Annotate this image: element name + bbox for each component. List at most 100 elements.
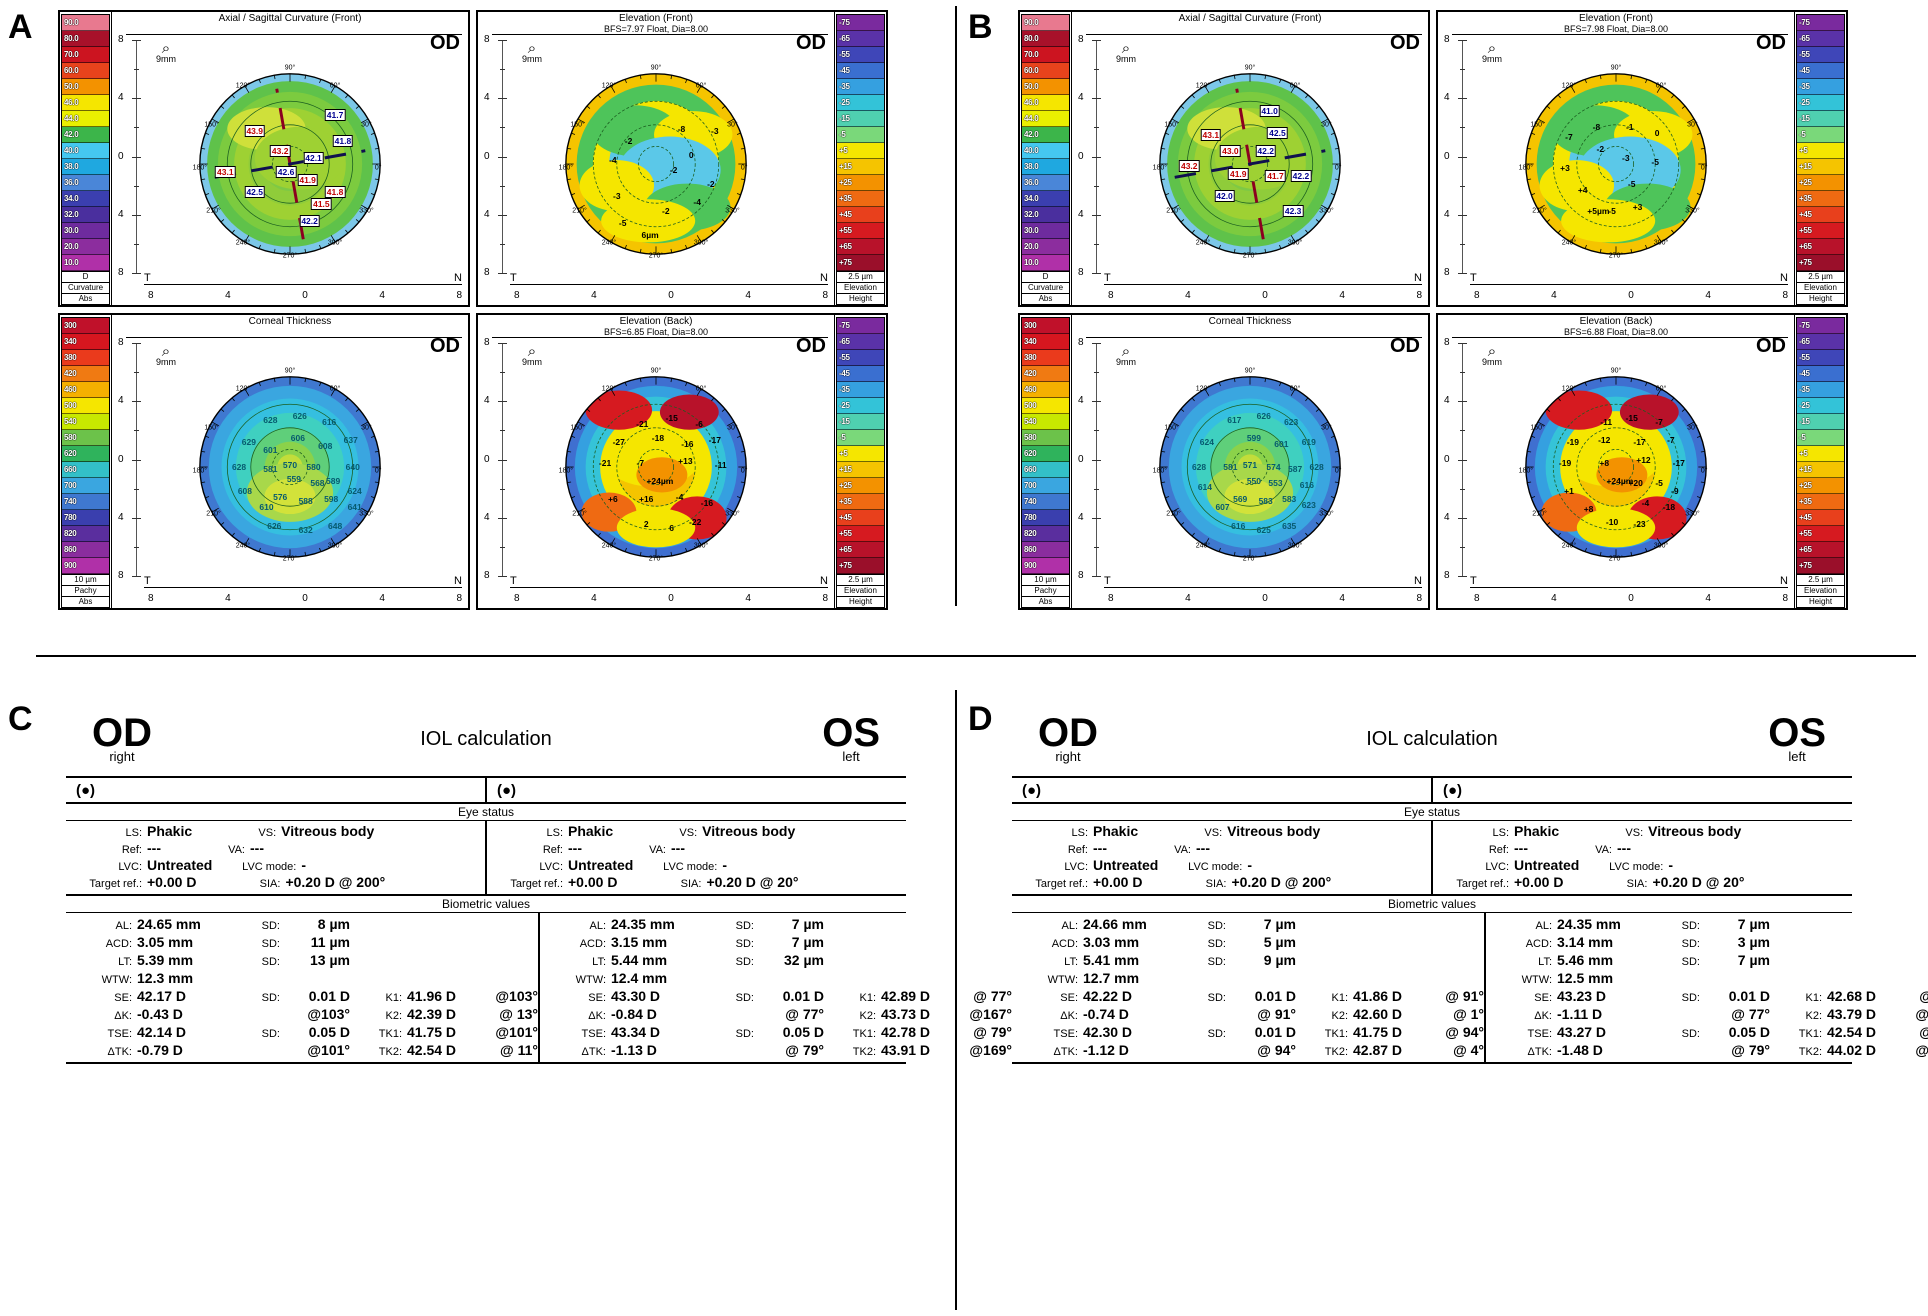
map-disc-wrapper[interactable]: 628 626 616 629 606 608 637 601 628 581 570 580 640 5… — [192, 368, 388, 565]
topography-block-a: 90.0 80.0 70.0 60.0 50.0 46.0 44.0 42.0 40.0 38.0… — [58, 10, 888, 610]
map-value-label: -5 — [618, 218, 627, 229]
colorbar-tick: -35 — [1797, 79, 1844, 95]
status-value: --- — [1514, 840, 1528, 856]
x-axis-label: 8 — [148, 290, 154, 301]
y-axis-label: 8 — [484, 34, 490, 45]
y-axis-minor-tick — [1094, 372, 1099, 374]
x-axis-label: 4 — [745, 290, 751, 301]
status-value: - — [1247, 857, 1253, 873]
map-disc-wrapper[interactable]: 41.7 43.9 41.8 43.2 42.1 43.1 42.6 41.9 41.8 42.5… — [192, 64, 388, 262]
colorbar-tick: 44.0 — [62, 111, 109, 127]
colorbar-elevation: -75 -65 -55 -45 -35 -25 -15 -5 +5 +15 +25 +35 +45 +55… — [834, 12, 886, 305]
eye-icon-row: (●) (●) — [66, 778, 906, 804]
map-cell-corneal-thickness[interactable]: 300 340 380 420 460 500 540 580 620 660 700 740 780 8… — [1018, 313, 1430, 610]
map-disc-wrapper[interactable]: 617 626 623 624 599 601 619 628 581 571 574 587 628 5… — [1152, 368, 1348, 565]
map-value-label: +24µm — [1606, 476, 1634, 487]
x-axis: 8 4 0 4 8 — [1474, 290, 1788, 301]
colorbar-tick: 660 — [62, 462, 109, 478]
colorbar-tick-label: 34.0 — [64, 193, 79, 203]
magnifier-icon[interactable]: ⌕ 9mm — [156, 41, 176, 64]
biometric-cell: -0.84 D — [611, 1006, 657, 1022]
y-axis-tick — [498, 156, 507, 158]
biometric-cell: 42.30 D — [1083, 1024, 1133, 1040]
biometric-row: AL: 24.35 mm SD: 7 µm — [1486, 915, 1928, 933]
map-cell-elevation-front[interactable]: Elevation (Front) BFS=7.98 Float, Dia=8.0… — [1436, 10, 1848, 307]
map-value-label: 0 — [688, 149, 694, 160]
topography-block-b: 90.0 80.0 70.0 60.0 50.0 46.0 44.0 42.0 40.0 38.0… — [1018, 10, 1848, 610]
x-axis-label: 4 — [591, 593, 597, 604]
colorbar-tick-label: +45 — [1799, 512, 1812, 522]
x-axis: 8 4 0 4 8 — [148, 593, 462, 604]
y-axis-tick — [132, 459, 141, 461]
magnifier-icon[interactable]: ⌕ 9mm — [1116, 344, 1136, 367]
colorbar-tick-label: 46.0 — [1024, 97, 1039, 107]
colorbar-tick: -65 — [837, 334, 884, 350]
y-axis-minor-tick — [134, 185, 139, 187]
magnifier-icon[interactable]: ⌕ 9mm — [522, 344, 542, 367]
map-disc-wrapper[interactable]: -8 -3 -2 0 -4 -2 -2 -3 -4 -2 -5 6µm 90° 120° 150° 180° 2… — [558, 65, 754, 262]
topography-map-disc — [199, 73, 381, 256]
map-value-label: -9 — [1671, 485, 1679, 496]
colorbar-tick-label: +5 — [1799, 448, 1808, 458]
curvature-value-badge: 42.3 — [1282, 205, 1304, 218]
y-axis-tick — [132, 98, 141, 100]
colorbar-tick-label: 70.0 — [64, 49, 79, 59]
map-value-label: +8 — [1583, 503, 1594, 514]
status-key: SIA: — [680, 878, 702, 890]
y-axis-minor-tick — [500, 372, 505, 374]
status-row: Target ref.: +0.00 D SIA: +0.20 D @ 200° — [1012, 874, 1431, 891]
y-axis-label: 4 — [118, 208, 124, 220]
colorbar-tick-label: 820 — [1024, 528, 1037, 538]
x-axis-label: 4 — [379, 593, 385, 604]
map-disc-wrapper[interactable]: -11 -15 -7 -19 -12 -17 -7 -19 +8 +12 -17 +24µm +20 +1… — [1518, 368, 1714, 565]
map-eye-label: OD — [796, 335, 826, 357]
meridian-angle-label: 90° — [284, 64, 296, 72]
colorbar-tick: 380 — [1022, 350, 1069, 366]
map-cell-elevation-back[interactable]: Elevation (Back) BFS=6.88 Float, Dia=8.00… — [1436, 313, 1848, 610]
x-axis-label: 8 — [148, 593, 154, 604]
colorbar-tick-label: +15 — [1799, 464, 1812, 474]
magnifier-icon[interactable]: ⌕ 9mm — [156, 344, 176, 367]
eye-icon-row: (●) (●) — [1012, 778, 1852, 804]
colorbar-tick-label: 60.0 — [64, 65, 79, 75]
colorbar-tick: +25 — [837, 175, 884, 191]
biometric-values-od: AL: 24.66 mm SD: 7 µm ACD: 3.03 mm SD: 5 µm LT: 5… — [1012, 913, 1484, 1062]
meridian-angle-label: 270° — [1608, 252, 1624, 260]
iol-header: OD right IOL calculation OS left — [1012, 712, 1852, 776]
y-axis-tick — [1092, 156, 1101, 158]
map-value-label: +3 — [1632, 202, 1643, 213]
colorbar-tick: +45 — [837, 510, 884, 526]
biometric-cell: 43.73 D — [881, 1006, 931, 1022]
map-subtitle-bfs: BFS=7.97 Float, Dia=8.00 — [603, 24, 709, 34]
map-cell-elevation-front[interactable]: Elevation (Front) BFS=7.97 Float, Dia=8.0… — [476, 10, 888, 307]
meridian-angle-label: 330° — [1685, 510, 1700, 518]
biometric-cell: SD: — [735, 920, 754, 932]
colorbar-tick-label: -15 — [1799, 416, 1810, 426]
colorbar-tick-label: +45 — [1799, 209, 1812, 219]
colorbar-mode-label: Abs — [61, 294, 110, 305]
map-disc-wrapper[interactable]: -21 -15 -6 -27 -18 -16 -17 -21 -7 +13 -11 +24µm +16 -… — [558, 368, 754, 565]
map-cell-axial-front[interactable]: 90.0 80.0 70.0 60.0 50.0 46.0 44.0 42.0 40.0 38.0… — [58, 10, 470, 307]
magnifier-icon[interactable]: ⌕ 9mm — [1116, 41, 1136, 64]
map-value-label: 619 — [1301, 436, 1316, 447]
map-cell-corneal-thickness[interactable]: 300 340 380 420 460 500 540 580 620 660 700 740 780 8… — [58, 313, 470, 610]
colorbar-tick-label: -25 — [1799, 97, 1810, 107]
os-sublabel: left — [1788, 749, 1806, 764]
biometric-cell: 0.05 D — [782, 1024, 824, 1040]
magnifier-icon[interactable]: ⌕ 9mm — [522, 41, 542, 64]
colorbar-pachy: 300 340 380 420 460 500 540 580 620 660 700 740 780 8… — [1020, 315, 1072, 608]
map-cell-elevation-back[interactable]: Elevation (Back) BFS=6.85 Float, Dia=8.00… — [476, 313, 888, 610]
meridian-angle-label: 60° — [329, 385, 341, 393]
map-cell-axial-front[interactable]: 90.0 80.0 70.0 60.0 50.0 46.0 44.0 42.0 40.0 38.0… — [1018, 10, 1430, 307]
magnifier-icon[interactable]: ⌕ 9mm — [1482, 344, 1502, 367]
meridian-angle-label: 210° — [572, 510, 587, 518]
magnifier-icon[interactable]: ⌕ 9mm — [1482, 41, 1502, 64]
colorbar-unit-label: 2.5 µm — [836, 272, 885, 283]
status-row: LVC: Untreated LVC mode: - — [1433, 857, 1852, 874]
meridian-angle-label: 180° — [558, 164, 574, 172]
y-axis-label: 4 — [484, 92, 490, 104]
map-disc-wrapper[interactable]: -8 -7 -1 0 -2 -3 -5 +3 -5 +4 +5µm -5 +3 90° 120° 150° 18… — [1518, 65, 1714, 262]
map-disc-wrapper[interactable]: 41.0 43.1 42.5 43.0 42.2 43.2 41.9 41.7 42.2 42.0… — [1152, 65, 1348, 262]
colorbar-tick: -45 — [837, 366, 884, 382]
biometric-cell: WTW: — [575, 974, 606, 986]
